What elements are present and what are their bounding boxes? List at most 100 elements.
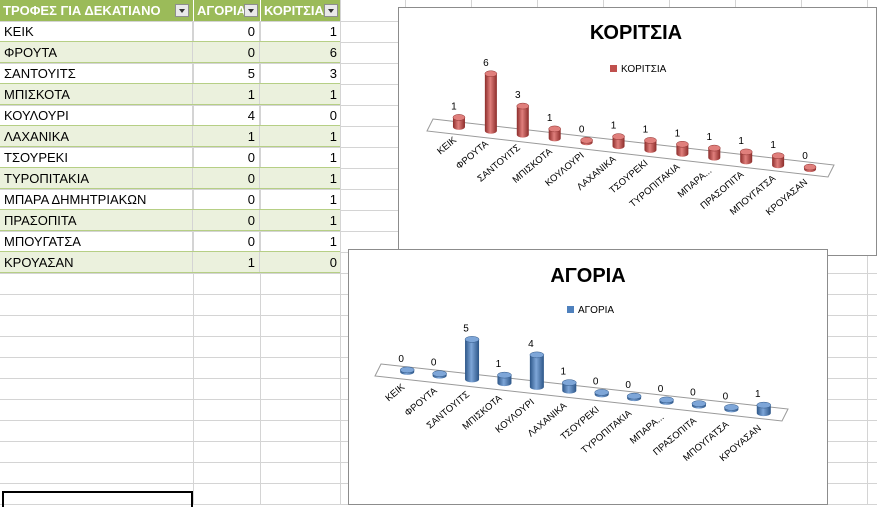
boys-bar (562, 379, 577, 394)
boys-bar (399, 366, 415, 375)
cell-food[interactable]: ΜΠΟΥΓΑΤΣΑ (0, 231, 193, 251)
table-row: ΜΠΑΡΑ ΔΗΜΗΤΡΙΑΚΩΝ 0 1 (0, 189, 340, 210)
chart-boys-plot: ΑΓΟΡΙΑΑΓΟΡΙΑ0ΚΕΙΚ0ΦΡΟΥΤΑ5ΣΑΝΤΟΥΙΤΣ1ΜΠΙΣΚ… (374, 265, 789, 464)
boys-bar (432, 370, 447, 379)
cell-girls[interactable]: 1 (329, 150, 337, 165)
chart-girls[interactable]: ΚΟΡΙΤΣΙΑ ΚΟΡΙΤΣΙΑ 1 ΚΕΙΚ 6 ΦΡΟΥΤΑ 3 ΣΑΝΤΟΥΙΤΣ 1 Μ… (398, 7, 877, 256)
filter-dropdown-icon[interactable] (244, 4, 258, 17)
cell-girls[interactable]: 3 (329, 66, 337, 81)
cell-food[interactable]: ΚΕΙΚ (0, 21, 193, 41)
cell-girls[interactable]: 1 (329, 171, 337, 186)
cell-girls[interactable]: 1 (329, 234, 337, 249)
boys-legend-label: ΑΓΟΡΙΑ (578, 305, 614, 316)
cell-girls[interactable]: 0 (329, 255, 337, 270)
girls-bar (803, 163, 817, 173)
table-row: ΜΠΙΣΚΟΤΑ 1 1 (0, 84, 340, 105)
table-row: ΤΥΡΟΠΙΤΑΚΙΑ 0 1 (0, 168, 340, 189)
boys-bar (691, 400, 707, 409)
cell-boys[interactable]: 1 (193, 126, 260, 146)
boys-chart-title: ΑΓΟΡΙΑ (550, 265, 625, 287)
boys-data-label: 5 (463, 323, 469, 334)
cell-girls[interactable]: 1 (329, 129, 337, 144)
cell-boys[interactable]: 1 (193, 84, 260, 104)
boys-bar (594, 389, 609, 398)
girls-data-label: 1 (611, 121, 617, 132)
boys-category-label: ΚΕΙΚ (383, 381, 407, 404)
cell-food[interactable]: ΠΡΑΣΟΠΙΤΑ (0, 210, 193, 230)
girls-bar (708, 144, 721, 161)
girls-data-label: 1 (643, 124, 649, 135)
header-food-label: ΤΡΟΦΕΣ ΓΙΑ ΔΕΚΑΤΙΑΝΟ (3, 3, 161, 18)
cell-food[interactable]: ΚΟΥΛΟΥΡΙ (0, 105, 193, 125)
filter-dropdown-icon[interactable] (324, 4, 338, 17)
header-girls-label: ΚΟΡΙΤΣΙΑ (264, 3, 324, 18)
cell-boys[interactable]: 0 (193, 231, 260, 251)
boys-data-label: 0 (593, 376, 599, 387)
cell-food[interactable]: ΤΥΡΟΠΙΤΑΚΙΑ (0, 168, 193, 188)
cell-food[interactable]: ΤΣΟΥΡΕΚΙ (0, 147, 193, 167)
table-row: ΦΡΟΥΤΑ 0 6 (0, 42, 340, 63)
chart-boys[interactable]: ΑΓΟΡΙΑ ΑΓΟΡΙΑ 0 ΚΕΙΚ 0 ΦΡΟΥΤΑ 5 ΣΑΝΤΟΥΙΤΣ 1 ΜΠΙΣΚ… (348, 249, 828, 505)
cell-food[interactable]: ΜΠΙΣΚΟΤΑ (0, 84, 193, 104)
cell-food[interactable]: ΜΠΑΡΑ ΔΗΜΗΤΡΙΑΚΩΝ (0, 189, 193, 209)
girls-bar (580, 137, 593, 146)
selected-cell[interactable] (2, 491, 193, 507)
girls-bar (516, 102, 530, 138)
boys-bar (497, 371, 512, 387)
cell-boys[interactable]: 0 (193, 189, 260, 209)
girls-bar (548, 125, 561, 142)
boys-bar (756, 401, 772, 417)
cell-boys[interactable]: 0 (193, 21, 260, 41)
cell-boys[interactable]: 0 (193, 210, 260, 230)
girls-data-label: 1 (451, 101, 457, 112)
cell-boys[interactable]: 0 (193, 42, 260, 62)
boys-bar (529, 351, 545, 390)
cell-girls[interactable]: 1 (329, 87, 337, 102)
boys-data-label: 0 (398, 354, 404, 365)
table-row: ΤΣΟΥΡΕΚΙ 0 1 (0, 147, 340, 168)
header-food[interactable]: ΤΡΟΦΕΣ ΓΙΑ ΔΕΚΑΤΙΑΝΟ (0, 0, 193, 21)
cell-girls[interactable]: 1 (329, 192, 337, 207)
boys-legend-swatch (567, 306, 574, 313)
table-row: ΚΕΙΚ 0 1 (0, 21, 340, 42)
chart-girls-plot: ΚΟΡΙΤΣΙΑΚΟΡΙΤΣΙΑ1ΚΕΙΚ6ΦΡΟΥΤΑ3ΣΑΝΤΟΥΙΤΣ1Μ… (426, 22, 835, 218)
girls-data-label: 0 (802, 151, 808, 162)
girls-bar (484, 70, 498, 134)
cell-food[interactable]: ΛΑΧΑΝΙΚΑ (0, 126, 193, 146)
girls-bar (612, 133, 625, 150)
cell-food[interactable]: ΦΡΟΥΤΑ (0, 42, 193, 62)
girls-data-label: 1 (547, 113, 553, 124)
boys-data-label: 1 (755, 389, 761, 400)
cell-girls[interactable]: 0 (329, 108, 337, 123)
cell-boys[interactable]: 4 (193, 105, 260, 125)
cell-girls[interactable]: 1 (329, 213, 337, 228)
boys-bar (724, 404, 739, 413)
table-row: ΜΠΟΥΓΑΤΣΑ 0 1 (0, 231, 340, 252)
girls-data-label: 3 (515, 90, 521, 101)
boys-data-label: 0 (658, 384, 664, 395)
table-row: ΣΑΝΤΟΥΙΤΣ 5 3 (0, 63, 340, 84)
cell-boys[interactable]: 0 (193, 168, 260, 188)
girls-category-label: ΚΕΙΚ (435, 134, 459, 157)
girls-bar (644, 137, 657, 153)
cell-boys[interactable]: 0 (193, 147, 260, 167)
header-boys[interactable]: ΑΓΟΡΙΑ (193, 0, 260, 21)
cell-boys[interactable]: 1 (193, 252, 260, 272)
boys-data-label: 0 (431, 358, 437, 369)
filter-dropdown-icon[interactable] (175, 4, 189, 17)
boys-data-label: 0 (690, 388, 696, 399)
cell-girls[interactable]: 6 (329, 45, 337, 60)
girls-data-label: 0 (579, 124, 585, 135)
girls-bar (771, 152, 785, 169)
boys-data-label: 0 (723, 391, 729, 402)
boys-data-label: 0 (625, 380, 631, 391)
girls-data-label: 1 (707, 132, 713, 143)
header-girls[interactable]: ΚΟΡΙΤΣΙΑ (260, 0, 340, 21)
cell-girls[interactable]: 1 (329, 24, 337, 39)
boys-data-label: 4 (528, 339, 534, 350)
cell-food[interactable]: ΚΡΟΥΑΣΑΝ (0, 252, 193, 272)
cell-food[interactable]: ΣΑΝΤΟΥΙΤΣ (0, 63, 193, 83)
boys-bar (626, 392, 642, 402)
cell-boys[interactable]: 5 (193, 63, 260, 83)
